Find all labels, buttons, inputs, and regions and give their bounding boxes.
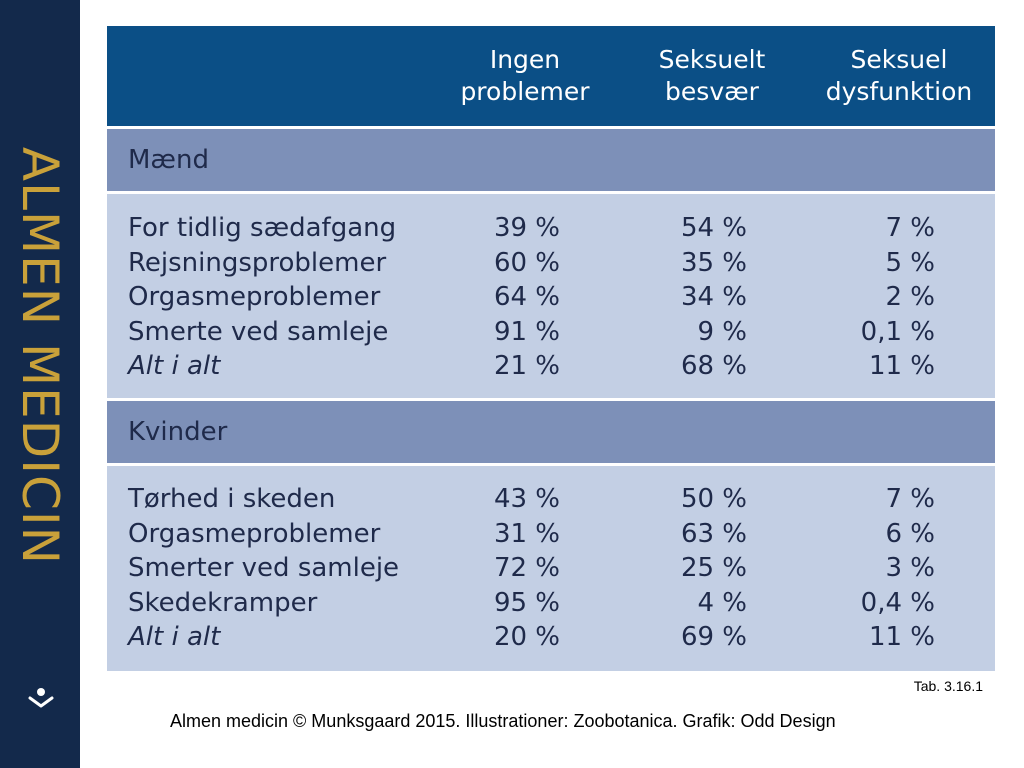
table-caption: Tab. 3.16.1	[913, 678, 983, 694]
credits: Almen medicin © Munksgaard 2015. Illustr…	[170, 711, 836, 731]
column-header-seksuelt-besvaer: Seksuelt besvær	[658, 45, 766, 106]
table-header: Ingen problemer Seksuelt besvær Seksuel dys…	[107, 26, 995, 126]
table-row: Orgasmeproblemer 64 % 34 % 2 %	[128, 282, 935, 312]
sidebar: ALMEN MEDICIN	[0, 0, 80, 768]
table-row: Smerter ved samleje 72 % 25 % 3 %	[128, 553, 935, 583]
section-label: Mænd	[128, 145, 209, 175]
section-label: Kvinder	[128, 417, 228, 447]
table-row: Orgasmeproblemer 31 % 63 % 6 %	[128, 518, 935, 549]
women-rows: Tørhed i skeden 43 % 50 % 7 % Orgasmeproble…	[107, 482, 995, 655]
table-row: Skedekramper 95 % 4 % 0,4 %	[128, 587, 935, 618]
divider	[107, 191, 995, 194]
table-row-total: Alt i alt 20 % 69 % 11 %	[128, 622, 935, 652]
divider	[107, 463, 995, 466]
table-row: Smerte ved samleje 91 % 9 % 0,1 %	[128, 316, 935, 347]
section-header-women: Kvinder	[107, 401, 995, 463]
table-row: Tørhed i skeden 43 % 50 % 7 %	[128, 484, 935, 514]
section-header-men: Mænd	[107, 129, 995, 191]
column-header-seksuel-dysfunktion: Seksuel dysfunktion	[825, 45, 973, 106]
divider	[107, 398, 995, 401]
table-row: Rejsningsproblemer 60 % 35 % 5 %	[128, 247, 935, 278]
men-rows: For tidlig sædafgang 39 % 54 % 7 % Rejsning…	[107, 211, 995, 384]
almen-medicin-logo-icon	[28, 688, 54, 708]
statistics-table: Ingen problemer Seksuelt besvær Seksuel dys…	[107, 26, 995, 671]
table-row-total: Alt i alt 21 % 68 % 11 %	[128, 351, 935, 381]
column-header-ingen-problemer: Ingen problemer	[460, 45, 590, 106]
divider	[107, 126, 995, 129]
table-row: For tidlig sædafgang 39 % 54 % 7 %	[128, 213, 935, 243]
brand-title: ALMEN MEDICIN	[11, 146, 69, 566]
